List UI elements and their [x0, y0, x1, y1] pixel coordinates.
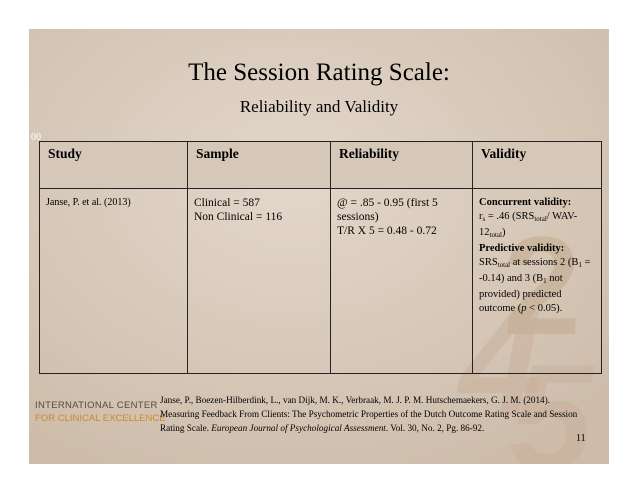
cell-sample: Clinical = 587 Non Clinical = 116: [187, 188, 331, 374]
reliability-alpha: @ = .85 - 0.95 (first 5 sessions): [337, 197, 438, 223]
header-sample: Sample: [187, 141, 331, 189]
reference-line-3: Rating Scale. European Journal of Psycho…: [160, 423, 485, 433]
predictive-validity-label: Predictive validity:: [479, 243, 565, 254]
concurrent-validity-text: rs = .46 (SRStotal/ WAV-12total): [479, 211, 578, 239]
header-validity: Validity: [472, 141, 602, 189]
header-study: Study: [39, 141, 188, 189]
table-header-row: Study Sample Reliability Validity: [39, 141, 602, 189]
header-reliability: Reliability: [330, 141, 473, 189]
cell-validity: Concurrent validity: rs = .46 (SRStotal/…: [472, 188, 602, 374]
study-table: Study Sample Reliability Validity Janse,…: [39, 141, 602, 374]
concurrent-validity-label: Concurrent validity:: [479, 197, 572, 208]
cell-reliability: @ = .85 - 0.95 (first 5 sessions) T/R X …: [330, 188, 473, 374]
corner-number: 00: [31, 132, 41, 143]
sample-clinical: Clinical = 587: [194, 197, 260, 209]
logo-line-bottom: FOR CLINICAL EXCELLENCE: [35, 413, 166, 424]
cell-study: Janse, P. et al. (2013): [39, 188, 188, 374]
study-citation: Janse, P. et al. (2013): [46, 197, 131, 208]
reference-line-1: Janse, P., Boezen-Hilberdink, L., van Di…: [160, 395, 550, 405]
page-number: 11: [576, 433, 586, 444]
logo-line-top: INTERNATIONAL CENTER: [35, 400, 158, 411]
table-row: Janse, P. et al. (2013) Clinical = 587 N…: [39, 188, 602, 374]
icce-logo: INTERNATIONAL CENTER FOR CLINICAL EXCELL…: [35, 400, 166, 440]
slide-title: The Session Rating Scale:: [188, 59, 450, 86]
reference-citation: Janse, P., Boezen-Hilberdink, L., van Di…: [160, 393, 605, 435]
predictive-validity-text: SRStotal at sessions 2 (B1 = -0.14) and …: [479, 257, 591, 314]
sample-nonclinical: Non Clinical = 116: [194, 211, 283, 223]
reference-line-2: Measuring Feedback From Clients: The Psy…: [160, 409, 578, 419]
reliability-test-retest: T/R X 5 = 0.48 - 0.72: [337, 225, 437, 237]
slide-subtitle: Reliability and Validity: [239, 97, 399, 116]
slide: 2 4 5 00 The Session Rating Scale: Relia…: [29, 29, 609, 464]
